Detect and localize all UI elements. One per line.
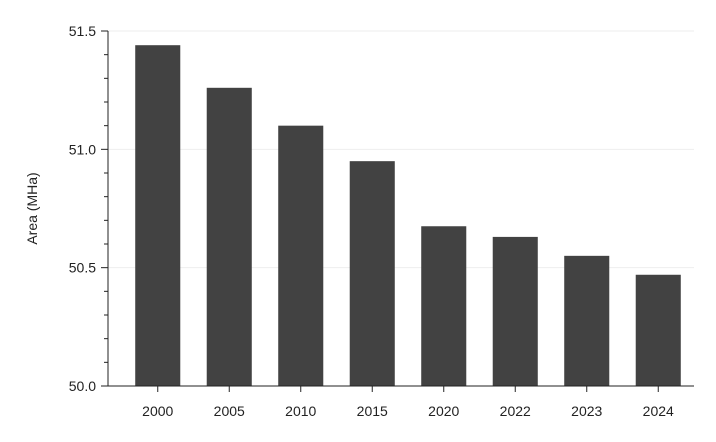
y-tick-label: 50.5 (69, 260, 96, 276)
x-axis-ticks: 2000 2005 2010 2015 2020 2022 2023 2024 (142, 386, 674, 419)
bar (206, 87, 252, 387)
x-tick-label: 2024 (643, 403, 674, 419)
y-tick-label: 50.0 (69, 378, 96, 394)
x-tick-label: 2010 (285, 403, 316, 419)
y-tick-label: 51.5 (69, 23, 96, 39)
axes (107, 31, 694, 387)
bar (278, 125, 324, 387)
bars (135, 45, 681, 387)
x-tick-label: 2023 (571, 403, 602, 419)
bar (349, 161, 395, 386)
bar (492, 236, 538, 386)
x-tick-label: 2005 (214, 403, 245, 419)
y-axis-title: Area (MHa) (24, 172, 40, 244)
x-tick-label: 2022 (500, 403, 531, 419)
y-axis-ticks: 50.0 50.5 51.0 51.5 (69, 23, 108, 394)
bar (564, 255, 610, 386)
bar (635, 274, 681, 386)
x-tick-label: 2015 (357, 403, 388, 419)
bar (135, 45, 181, 386)
y-tick-label: 51.0 (69, 141, 96, 157)
bar (421, 226, 467, 386)
gridlines (108, 30, 694, 269)
x-tick-label: 2000 (142, 403, 173, 419)
x-tick-label: 2020 (428, 403, 459, 419)
